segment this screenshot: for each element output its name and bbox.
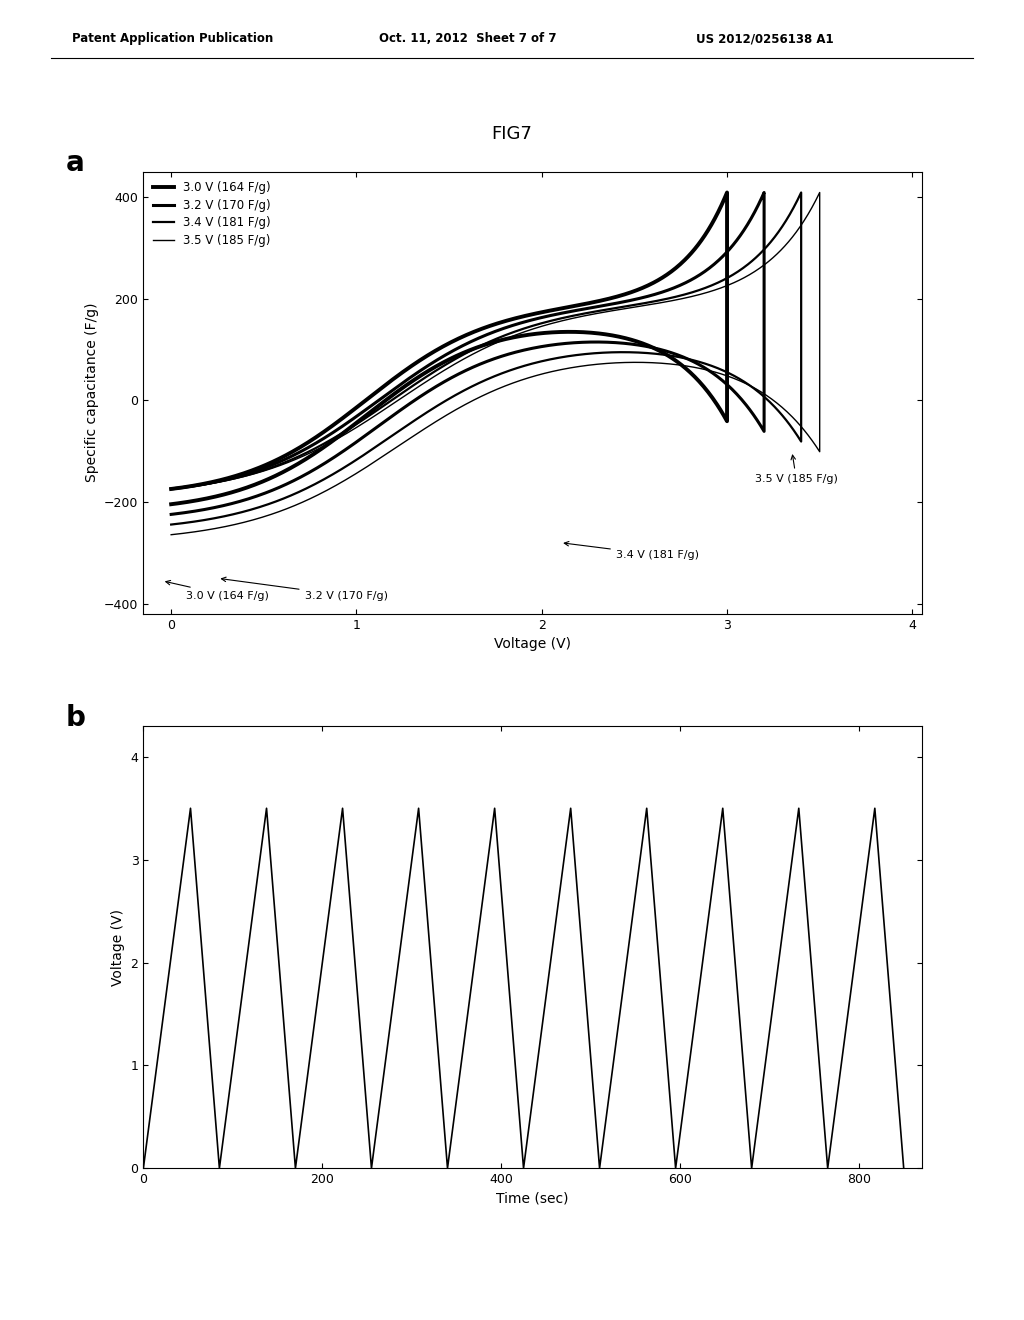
Text: 3.5 V (185 F/g): 3.5 V (185 F/g) <box>755 455 838 483</box>
X-axis label: Time (sec): Time (sec) <box>497 1192 568 1205</box>
Y-axis label: Voltage (V): Voltage (V) <box>111 908 125 986</box>
Text: 3.0 V (164 F/g): 3.0 V (164 F/g) <box>166 581 269 601</box>
Text: 3.4 V (181 F/g): 3.4 V (181 F/g) <box>564 541 698 560</box>
Text: US 2012/0256138 A1: US 2012/0256138 A1 <box>696 32 834 45</box>
Text: FIG7: FIG7 <box>492 124 532 143</box>
Text: b: b <box>66 704 85 731</box>
Text: 3.2 V (170 F/g): 3.2 V (170 F/g) <box>221 577 387 601</box>
Y-axis label: Specific capacitance (F/g): Specific capacitance (F/g) <box>85 304 98 482</box>
Legend: 3.0 V (164 F/g), 3.2 V (170 F/g), 3.4 V (181 F/g), 3.5 V (185 F/g): 3.0 V (164 F/g), 3.2 V (170 F/g), 3.4 V … <box>150 177 274 251</box>
X-axis label: Voltage (V): Voltage (V) <box>494 638 571 651</box>
Text: Patent Application Publication: Patent Application Publication <box>72 32 273 45</box>
Text: Oct. 11, 2012  Sheet 7 of 7: Oct. 11, 2012 Sheet 7 of 7 <box>379 32 556 45</box>
Text: a: a <box>66 149 84 177</box>
